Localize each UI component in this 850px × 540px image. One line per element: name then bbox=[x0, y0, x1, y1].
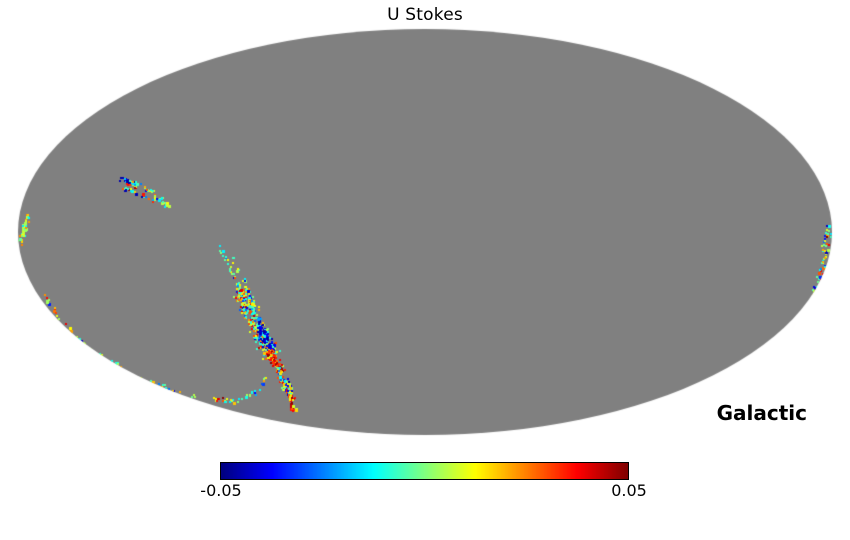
colorbar-min-label: -0.05 bbox=[200, 481, 242, 500]
map-title: U Stokes bbox=[387, 5, 463, 25]
coordinate-system-label: Galactic bbox=[716, 401, 807, 425]
colorbar-gradient-canvas bbox=[221, 463, 628, 479]
colorbar-max-label: 0.05 bbox=[611, 481, 647, 500]
colorbar bbox=[220, 462, 629, 480]
